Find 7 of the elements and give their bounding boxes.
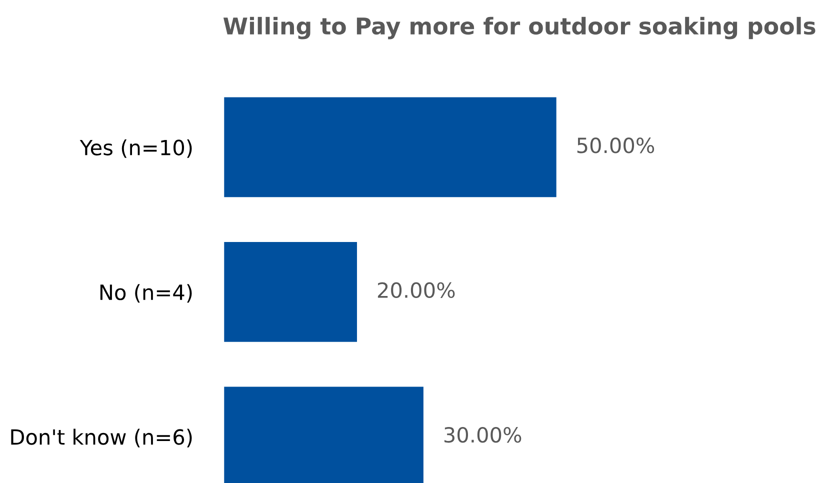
- chart-title: Willing to Pay more for outdoor soaking pools: [223, 16, 816, 40]
- data-label: 50.00%: [577, 138, 654, 154]
- y-tick-label: Yes (n=10): [80, 139, 192, 158]
- y-tick-label: Don't know (n=6): [11, 428, 192, 448]
- data-label: 20.00%: [378, 282, 455, 298]
- y-tick-label: No (n=4): [100, 284, 192, 303]
- data-label: 30.00%: [444, 426, 522, 443]
